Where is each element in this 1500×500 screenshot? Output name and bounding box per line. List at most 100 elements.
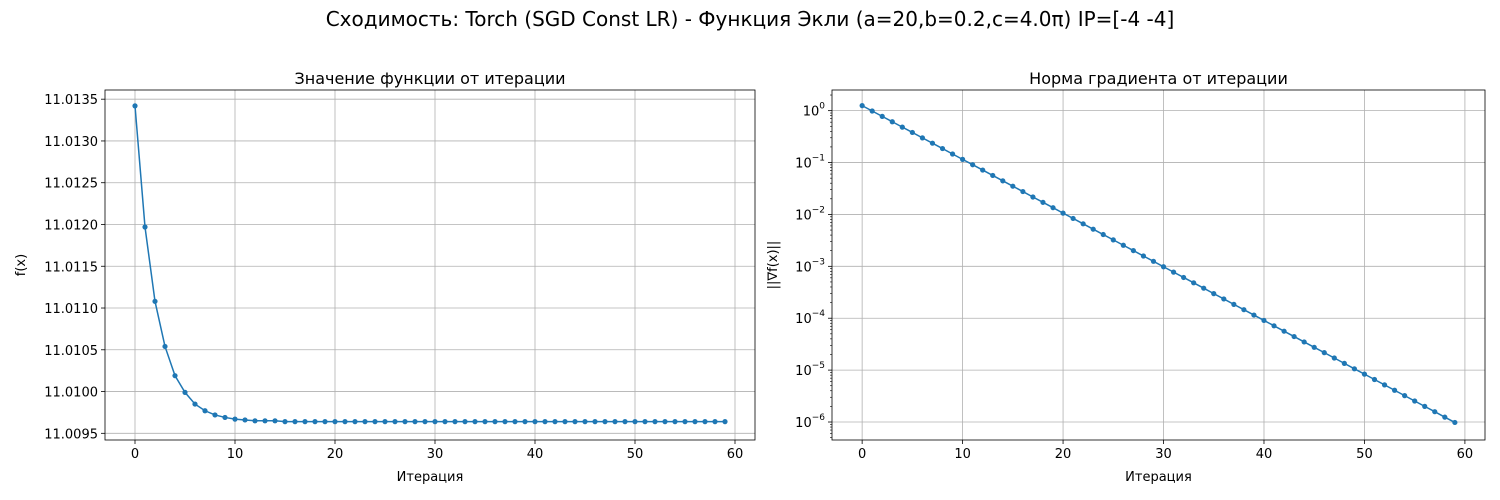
- data-point: [1070, 215, 1076, 222]
- x-tick-label: 20: [327, 447, 344, 462]
- data-point: [172, 373, 178, 379]
- data-point: [1050, 205, 1056, 211]
- data-point: [1241, 307, 1247, 313]
- data-point: [1412, 398, 1418, 404]
- data-point: [632, 419, 638, 425]
- data-point: [582, 419, 588, 425]
- data-point: [1140, 253, 1147, 259]
- x-tick-label: 30: [1155, 447, 1172, 462]
- y-tick-label: 11.0120: [44, 218, 98, 233]
- data-point: [132, 103, 138, 109]
- data-point: [352, 419, 358, 425]
- axes-frame: [104, 89, 756, 441]
- x-tick-label: 60: [1457, 447, 1474, 462]
- x-tick-label: 40: [527, 447, 544, 462]
- y-tick-label: 10−4: [795, 309, 825, 327]
- x-tick-label: 50: [627, 447, 644, 462]
- data-point: [899, 124, 905, 130]
- data-point: [1331, 355, 1337, 361]
- data-point: [859, 103, 865, 109]
- data-point: [909, 129, 915, 136]
- y-tick-label: 10−3: [795, 257, 825, 275]
- data-point: [292, 419, 298, 425]
- data-point: [1271, 323, 1277, 329]
- data-point: [512, 419, 518, 425]
- data-point: [1351, 366, 1357, 372]
- axes-title: Норма градиента от итерации: [1029, 69, 1288, 88]
- x-tick-label: 20: [1055, 447, 1072, 462]
- data-point: [1291, 333, 1297, 340]
- data-point: [572, 419, 578, 425]
- data-point: [1030, 194, 1036, 200]
- data-point: [1391, 387, 1398, 393]
- data-point: [402, 419, 408, 425]
- y-tick-label: 11.0110: [44, 302, 98, 317]
- data-point: [642, 419, 648, 425]
- y-tick-label: 100: [803, 102, 826, 120]
- data-point: [392, 419, 398, 425]
- x-axis-label: Итерация: [1125, 470, 1192, 485]
- x-tick-label: 30: [427, 447, 444, 462]
- data-point: [602, 419, 608, 425]
- data-point: [1181, 274, 1187, 281]
- data-point: [1201, 285, 1207, 291]
- y-axis-label: ||∇f(x)||: [766, 241, 781, 290]
- data-point: [652, 419, 658, 425]
- y-tick-label: 11.0100: [44, 386, 98, 401]
- data-point: [232, 416, 238, 422]
- data-point: [879, 113, 885, 119]
- data-point: [929, 140, 936, 146]
- series-line: [134, 105, 725, 423]
- data-point: [1040, 199, 1046, 205]
- data-point: [869, 108, 875, 114]
- data-point: [562, 419, 568, 425]
- data-point: [162, 343, 168, 350]
- x-axis-label: Итерация: [397, 470, 464, 485]
- x-tick-label: 40: [1256, 447, 1273, 462]
- data-point: [272, 418, 278, 424]
- y-tick-label: 11.0130: [44, 135, 98, 150]
- data-point: [432, 419, 438, 425]
- data-point: [412, 419, 418, 425]
- data-point: [612, 419, 618, 425]
- data-point: [452, 419, 458, 425]
- data-point: [672, 419, 678, 425]
- data-point: [322, 419, 328, 425]
- data-point: [222, 414, 228, 421]
- data-point: [532, 419, 538, 425]
- x-tick-label: 50: [1356, 447, 1373, 462]
- data-point: [1321, 350, 1327, 356]
- data-point: [252, 418, 258, 424]
- data-point: [990, 172, 996, 179]
- x-tick-label: 0: [858, 447, 866, 462]
- data-point: [1010, 183, 1016, 189]
- data-point: [1060, 210, 1066, 216]
- y-tick-label: 10−2: [795, 205, 825, 223]
- data-point: [1442, 414, 1448, 420]
- data-point: [1020, 188, 1026, 195]
- data-point: [242, 417, 248, 423]
- x-tick-label: 10: [954, 447, 971, 462]
- data-point: [1341, 360, 1347, 366]
- data-point: [372, 419, 378, 425]
- data-point: [462, 419, 468, 425]
- data-point: [212, 412, 218, 418]
- data-point: [382, 419, 388, 425]
- y-tick-label: 10−5: [795, 361, 825, 379]
- data-point: [1090, 226, 1096, 232]
- panel-function-value: Значение функции от итерации 0 10 20 30 40 50 6…: [14, 69, 756, 485]
- data-point: [1361, 371, 1368, 377]
- axes-title: Значение функции от итерации: [294, 69, 565, 88]
- data-point: [1080, 221, 1086, 227]
- data-point: [192, 401, 198, 407]
- data-point: [1191, 280, 1197, 286]
- x-tick-label: 0: [131, 447, 139, 462]
- data-point: [362, 419, 368, 425]
- data-point: [202, 408, 208, 414]
- data-point: [889, 119, 895, 125]
- data-point: [919, 135, 926, 141]
- y-axis-label: f(x): [14, 254, 29, 276]
- data-point: [662, 419, 668, 425]
- data-point: [702, 419, 708, 425]
